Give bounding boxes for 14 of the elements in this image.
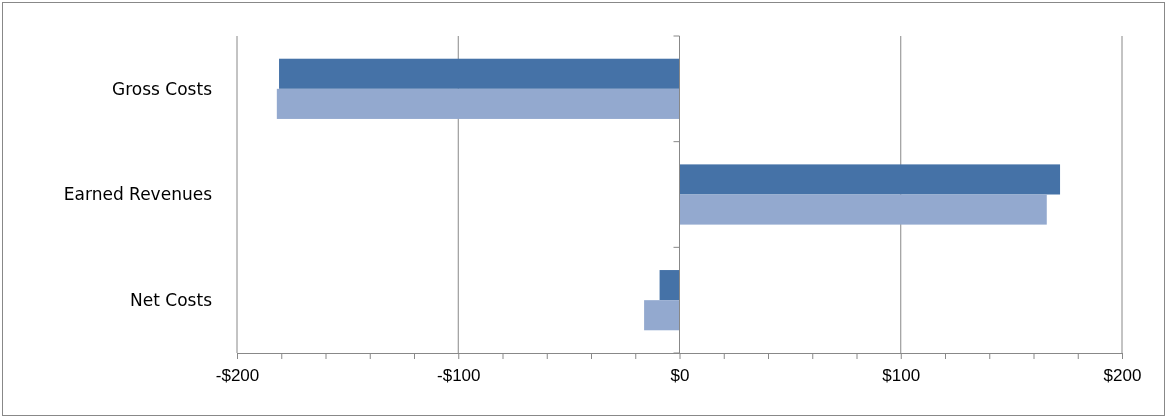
y-tick-label: Net Costs <box>130 290 213 311</box>
bar <box>659 270 680 301</box>
bar <box>279 58 680 89</box>
y-tick-label: Gross Costs <box>112 78 213 99</box>
bar <box>276 88 680 119</box>
y-tick-label: Earned Revenues <box>63 184 213 205</box>
bar <box>679 164 1061 195</box>
x-tick-label: -$200 <box>215 365 260 385</box>
x-tick-label: $0 <box>670 365 690 385</box>
bar <box>679 194 1047 225</box>
x-tick-label: -$100 <box>437 365 481 385</box>
x-tick-label: $100 <box>882 365 921 385</box>
bar <box>644 300 680 331</box>
x-tick-label: $200 <box>1103 365 1142 385</box>
